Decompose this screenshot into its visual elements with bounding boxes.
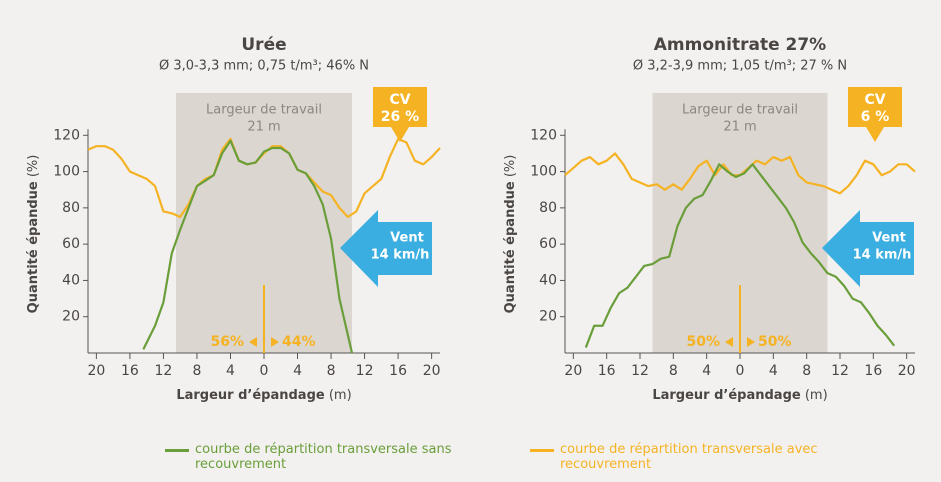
x-axis-unit: (m) bbox=[805, 388, 828, 403]
x-tick-label: 16 bbox=[121, 363, 139, 379]
x-tick-label: 12 bbox=[831, 363, 849, 379]
y-tick-label: 100 bbox=[53, 164, 80, 180]
x-tick-label: 0 bbox=[260, 363, 269, 379]
band-width-label: 21 m bbox=[247, 120, 280, 135]
wind-arrow bbox=[822, 210, 914, 287]
x-tick-label: 12 bbox=[356, 363, 374, 379]
x-axis-unit: (m) bbox=[329, 388, 352, 403]
right-share: 50% bbox=[758, 334, 792, 350]
y-tick-label: 40 bbox=[62, 272, 80, 288]
left-share: 56% bbox=[210, 334, 244, 350]
legend-swatch bbox=[530, 449, 554, 452]
series-line bbox=[87, 137, 441, 219]
cv-label: CV bbox=[389, 92, 410, 108]
y-tick-label: 120 bbox=[53, 127, 80, 143]
wind-speed: 14 km/h bbox=[853, 248, 912, 263]
x-tick-label: 4 bbox=[769, 363, 778, 379]
x-tick-label: 16 bbox=[598, 363, 616, 379]
x-tick-label: 8 bbox=[327, 363, 336, 379]
y-tick-label: 20 bbox=[62, 309, 80, 325]
cv-value: 6 % bbox=[861, 109, 890, 125]
wind-speed: 14 km/h bbox=[371, 248, 430, 263]
x-tick-label: 4 bbox=[293, 363, 302, 379]
y-tick-label: 20 bbox=[539, 309, 557, 325]
y-axis-label-text: Quantité épandue bbox=[26, 181, 41, 313]
x-axis-label-text: Largeur d’épandage bbox=[176, 388, 325, 403]
y-axis-label: Quantité épandue (%) bbox=[503, 155, 518, 314]
x-tick-label: 12 bbox=[631, 363, 649, 379]
x-tick-label: 8 bbox=[192, 363, 201, 379]
x-tick-label: 12 bbox=[155, 363, 173, 379]
y-axis-label: Quantité épandue (%) bbox=[26, 155, 41, 314]
cv-callout bbox=[848, 87, 902, 142]
chart-title: Ammonitrate 27% bbox=[654, 35, 826, 55]
x-tick-label: 16 bbox=[864, 363, 882, 379]
y-axis-unit: (%) bbox=[26, 155, 41, 178]
left-arrow bbox=[249, 337, 257, 347]
x-tick-label: 0 bbox=[736, 363, 745, 379]
wind-arrow bbox=[340, 210, 432, 287]
right-arrow bbox=[271, 337, 279, 347]
x-axis-label-text: Largeur d’épandage bbox=[652, 388, 801, 403]
legend-swatch bbox=[165, 449, 189, 452]
y-axis-label-text: Quantité épandue bbox=[503, 181, 518, 313]
legend-entry: courbe de répartition transversale sans … bbox=[165, 442, 485, 472]
y-tick-label: 60 bbox=[539, 236, 557, 252]
legend-label: courbe de répartition transversale avec … bbox=[560, 442, 818, 472]
y-tick-label: 40 bbox=[539, 272, 557, 288]
chart-title: Urée bbox=[241, 35, 286, 55]
y-tick-label: 60 bbox=[62, 236, 80, 252]
x-tick-label: 20 bbox=[898, 363, 916, 379]
cv-callout bbox=[373, 87, 427, 142]
series-line bbox=[584, 163, 896, 348]
legend-label: courbe de répartition transversale sans … bbox=[195, 442, 452, 472]
x-tick-label: 20 bbox=[564, 363, 582, 379]
x-tick-label: 16 bbox=[389, 363, 407, 379]
band-width-label: 21 m bbox=[723, 120, 756, 135]
x-tick-label: 20 bbox=[423, 363, 441, 379]
right-share: 44% bbox=[282, 334, 316, 350]
wind-label: Vent bbox=[390, 231, 424, 246]
series-line bbox=[142, 139, 354, 354]
y-tick-label: 80 bbox=[62, 200, 80, 216]
wind-label: Vent bbox=[872, 231, 906, 246]
y-axis-unit: (%) bbox=[503, 155, 518, 178]
x-tick-label: 8 bbox=[669, 363, 678, 379]
legend-entry: courbe de répartition transversale avec … bbox=[530, 442, 850, 472]
x-tick-label: 20 bbox=[87, 363, 105, 379]
band-label: Largeur de travail bbox=[206, 103, 322, 118]
cv-label: CV bbox=[864, 92, 885, 108]
cv-value: 26 % bbox=[381, 109, 419, 125]
y-tick-label: 80 bbox=[539, 200, 557, 216]
y-tick-label: 100 bbox=[530, 164, 557, 180]
left-arrow bbox=[725, 337, 733, 347]
x-axis-label: Largeur d’épandage (m) bbox=[176, 388, 351, 403]
chart-subtitle: Ø 3,2-3,9 mm; 1,05 t/m³; 27 % N bbox=[633, 59, 847, 74]
band-label: Largeur de travail bbox=[682, 103, 798, 118]
x-tick-label: 4 bbox=[226, 363, 235, 379]
x-axis-label: Largeur d’épandage (m) bbox=[652, 388, 827, 403]
y-tick-label: 120 bbox=[530, 127, 557, 143]
right-arrow bbox=[747, 337, 755, 347]
left-share: 50% bbox=[686, 334, 720, 350]
chart-subtitle: Ø 3,0-3,3 mm; 0,75 t/m³; 46% N bbox=[159, 59, 369, 74]
x-tick-label: 4 bbox=[702, 363, 711, 379]
x-tick-label: 8 bbox=[802, 363, 811, 379]
